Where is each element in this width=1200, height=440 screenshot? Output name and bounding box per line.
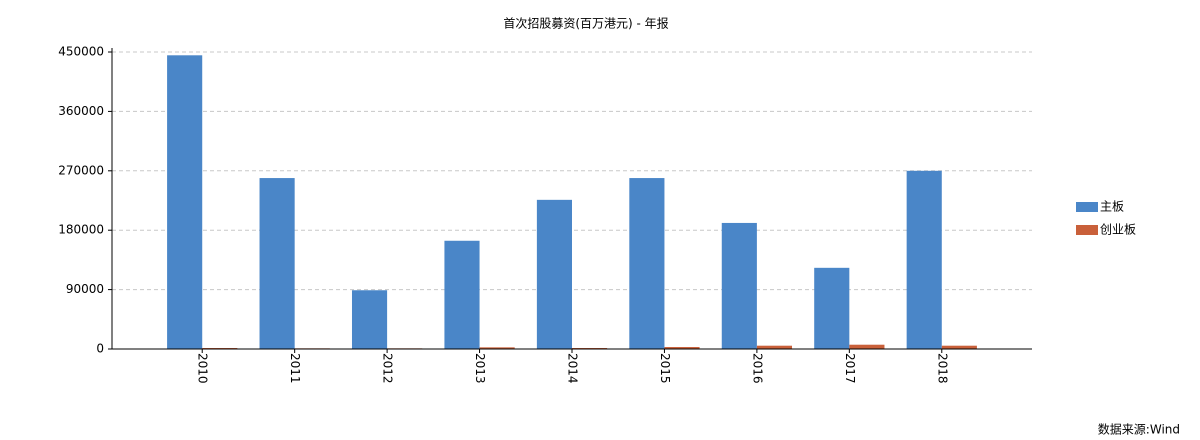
bar	[167, 55, 203, 350]
x-tick-label: 2010	[196, 353, 210, 384]
y-tick-label: 180000	[58, 223, 104, 237]
legend-label: 主板	[1100, 200, 1124, 214]
bar	[629, 178, 665, 349]
legend-swatch	[1076, 202, 1098, 212]
y-tick-label: 270000	[58, 163, 104, 177]
x-tick-label: 2018	[935, 353, 949, 384]
y-tick-label: 90000	[66, 282, 104, 296]
source-note: 数据来源:Wind	[1098, 422, 1180, 437]
bar	[814, 267, 850, 349]
x-tick-label: 2016	[750, 353, 764, 384]
bar	[259, 178, 295, 349]
bar	[444, 240, 480, 349]
x-tick-label: 2013	[473, 353, 487, 384]
legend-swatch	[1076, 225, 1098, 235]
bar	[721, 222, 757, 349]
bar	[664, 347, 700, 349]
y-tick-label: 0	[96, 342, 104, 356]
x-tick-label: 2012	[381, 353, 395, 384]
bar	[941, 345, 977, 349]
x-tick-label: 2011	[288, 353, 302, 384]
y-tick-label: 360000	[58, 104, 104, 118]
chart-title: 首次招股募资(百万港元) - 年报	[503, 16, 668, 31]
bar	[351, 290, 388, 349]
legend-label: 创业板	[1100, 223, 1136, 237]
bar	[479, 347, 515, 349]
bar	[536, 199, 572, 349]
bar	[906, 170, 942, 349]
x-tick-label: 2015	[658, 353, 672, 384]
bar	[849, 344, 885, 349]
bar	[756, 345, 793, 349]
x-tick-label: 2014	[566, 353, 580, 384]
y-tick-label: 450000	[58, 45, 104, 59]
x-tick-label: 2017	[843, 353, 857, 384]
